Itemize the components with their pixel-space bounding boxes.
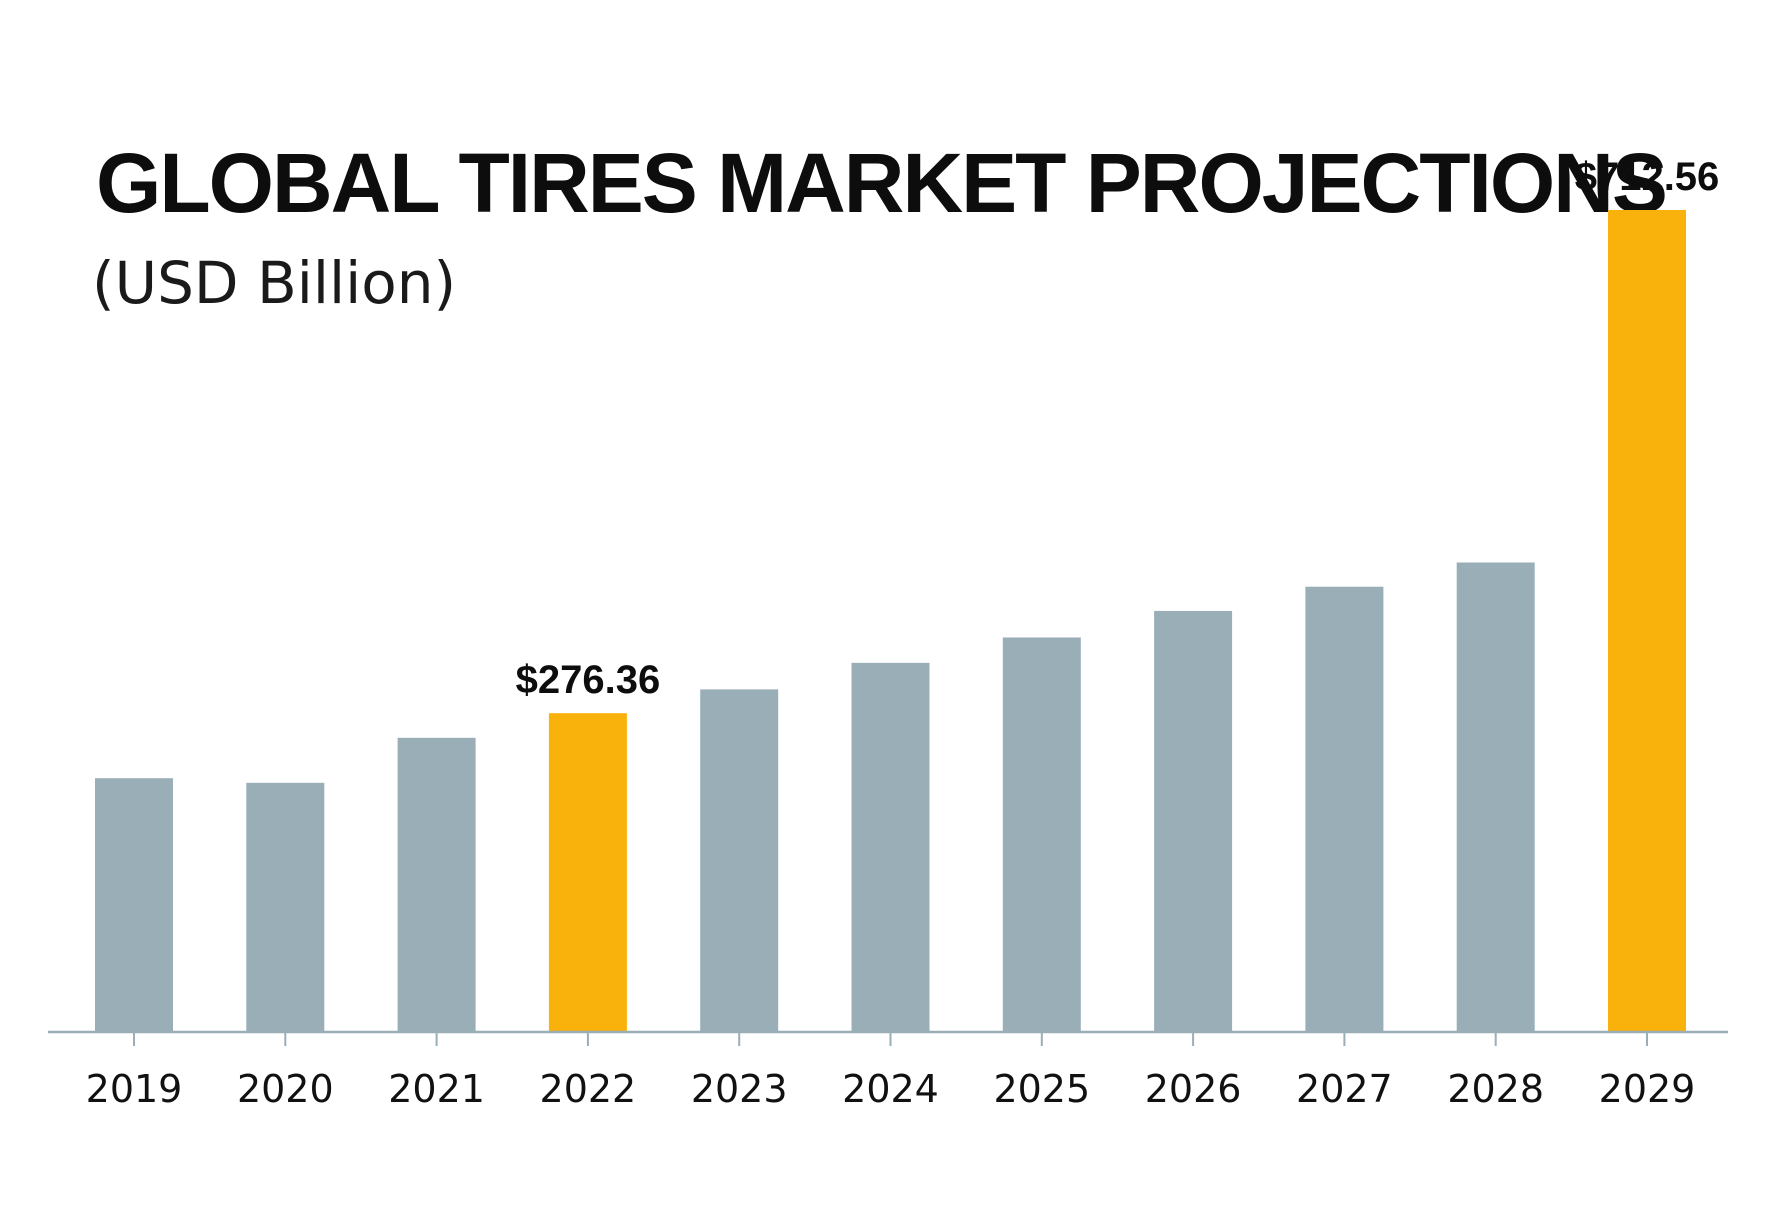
x-tick-label-2023: 2023 (691, 1067, 788, 1111)
bar-2022 (548, 713, 627, 1032)
bar-2020 (246, 782, 325, 1032)
chart-subtitle: (USD Billion) (92, 249, 456, 317)
x-tick-label-2027: 2027 (1296, 1067, 1393, 1111)
chart-title: GLOBAL TIRES MARKET PROJECTIONS (96, 136, 1666, 230)
x-tick-label-2026: 2026 (1145, 1067, 1242, 1111)
data-label-2029: $712.56 (1575, 155, 1720, 199)
x-tick-label-2019: 2019 (86, 1067, 183, 1111)
x-tick-label-2020: 2020 (237, 1067, 334, 1111)
x-tick-group: 2019 2020 2021 2022 2023 2024 2025 2026 2027 2028… (86, 1032, 1696, 1111)
bar-2025 (1002, 637, 1081, 1032)
bar-2019 (95, 778, 173, 1032)
bar-2021 (397, 737, 476, 1032)
x-tick-label-2024: 2024 (842, 1067, 939, 1111)
data-label-group: $276.36 $712.56 (516, 155, 1720, 702)
data-label-2022: $276.36 (516, 658, 661, 702)
bar-2023 (700, 689, 779, 1032)
x-tick-label-2022: 2022 (540, 1067, 637, 1111)
x-tick-label-2028: 2028 (1447, 1067, 1544, 1111)
bar-2024 (851, 662, 930, 1032)
x-tick-label-2025: 2025 (993, 1067, 1090, 1111)
bar-2027 (1305, 586, 1384, 1032)
bar-2029 (1608, 210, 1686, 1032)
x-tick-label-2029: 2029 (1599, 1067, 1696, 1111)
bar-2028 (1456, 562, 1535, 1032)
bar-group (95, 210, 1686, 1032)
x-tick-label-2021: 2021 (388, 1067, 485, 1111)
bar-2026 (1154, 610, 1233, 1032)
